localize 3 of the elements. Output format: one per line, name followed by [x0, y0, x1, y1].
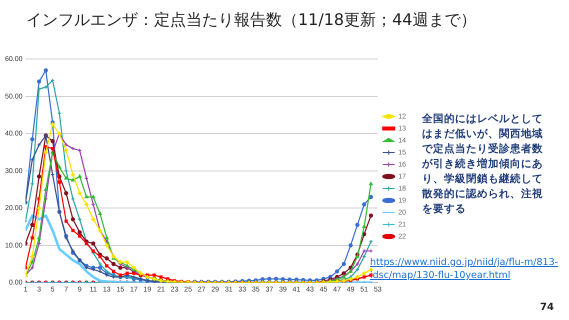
chart-title: インフルエンザ：定点当たり報告数（11/18更新；44週まで）: [26, 10, 476, 31]
text: 全国的にはレベルとしてはまだ低いが、関西地域で定点当たり受診患者数が引き続き増加傾向にあり、学級閉鎖も継続して散発的に認められ、注視を要する: [422, 112, 544, 217]
text: 74: [540, 302, 554, 313]
